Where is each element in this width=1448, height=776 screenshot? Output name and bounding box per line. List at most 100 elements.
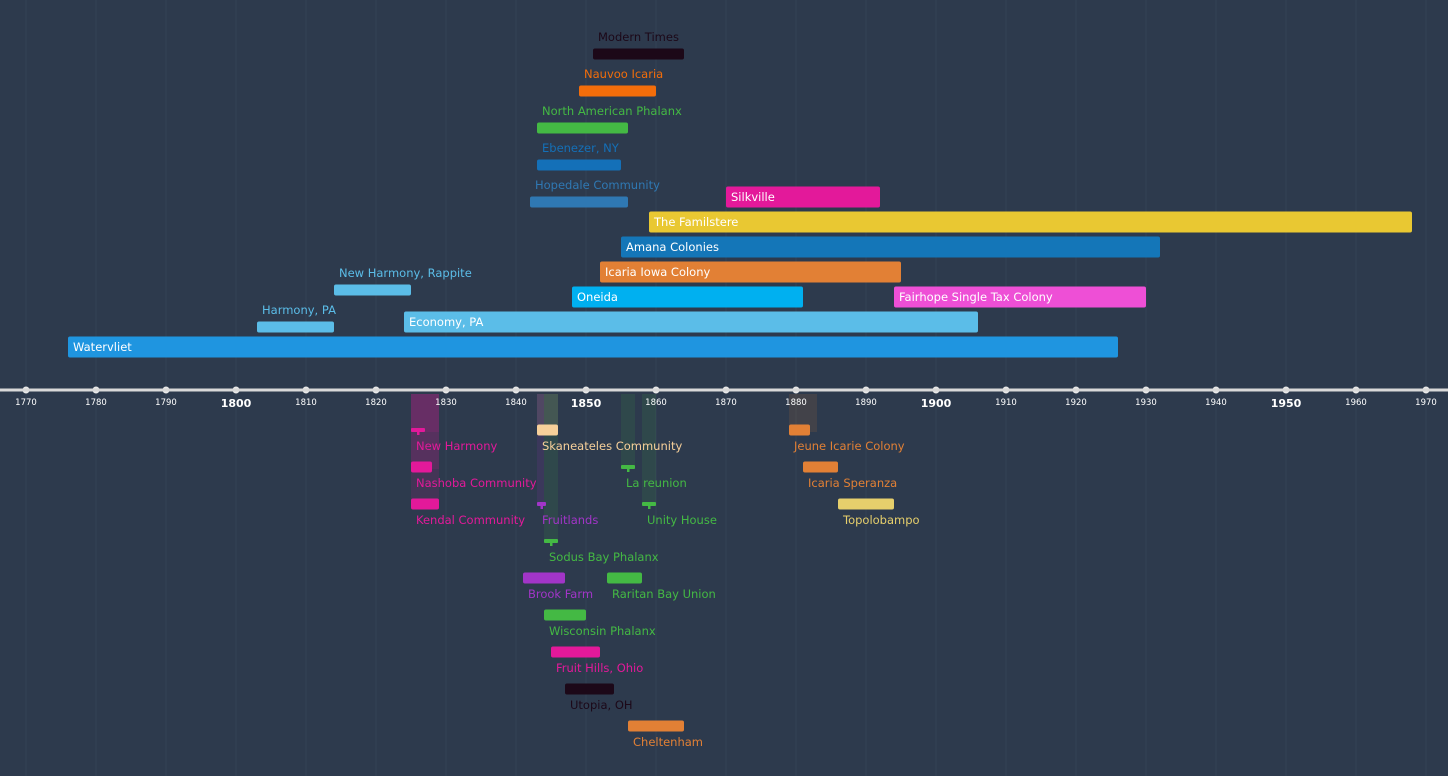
event-bar bbox=[838, 498, 894, 510]
event-jeune-icarie-colony: Jeune Icarie Colony bbox=[789, 424, 905, 453]
period-modern-times: Modern Times bbox=[593, 30, 684, 60]
event-label: La reunion bbox=[626, 476, 687, 490]
event-cheltenham: Cheltenham bbox=[628, 720, 703, 749]
tick-label: 1900 bbox=[921, 397, 952, 410]
period-label: New Harmony, Rappite bbox=[339, 266, 472, 280]
period-bar bbox=[894, 286, 1146, 308]
event-label: Kendal Community bbox=[416, 513, 525, 527]
event-bar bbox=[551, 646, 600, 658]
period-label: Hopedale Community bbox=[535, 178, 660, 192]
event-label: Wisconsin Phalanx bbox=[549, 624, 656, 638]
period-bar bbox=[257, 321, 334, 333]
event-marker-stem bbox=[648, 504, 651, 509]
event-label: Icaria Speranza bbox=[808, 476, 897, 490]
event-span bbox=[621, 394, 635, 469]
tick-label: 1860 bbox=[645, 398, 667, 408]
event-sodus-bay-phalanx: Sodus Bay Phalanx bbox=[544, 539, 659, 564]
period-bar bbox=[600, 261, 901, 283]
period-bar bbox=[334, 284, 411, 296]
period-economy-pa: Economy, PA bbox=[404, 311, 978, 333]
time-axis: 1770 1780 1790 1800 1810 1820 1830 1840 1850 1860… bbox=[0, 386, 1448, 410]
event-utopia-oh: Utopia, OH bbox=[565, 683, 633, 712]
event-label: Raritan Bay Union bbox=[612, 587, 716, 601]
period-bar bbox=[621, 236, 1160, 258]
period-hopedale-community: Hopedale Community bbox=[530, 178, 660, 208]
period-bar bbox=[404, 311, 978, 333]
event-span bbox=[411, 394, 439, 432]
period-label: Ebenezer, NY bbox=[542, 141, 620, 155]
event-nashoba-community: Nashoba Community bbox=[411, 461, 537, 490]
period-label: Watervliet bbox=[73, 340, 132, 354]
period-oneida: Oneida bbox=[572, 286, 803, 308]
period-label: Fairhope Single Tax Colony bbox=[899, 290, 1053, 304]
period-the-familstere: The Familstere bbox=[649, 211, 1412, 233]
event-fruit-hills-ohio: Fruit Hills, Ohio bbox=[551, 646, 643, 675]
tick-label: 1890 bbox=[855, 398, 877, 408]
event-bar bbox=[607, 572, 642, 584]
period-watervliet: Watervliet bbox=[68, 336, 1118, 358]
period-bar bbox=[726, 186, 880, 208]
period-label: Icaria Iowa Colony bbox=[605, 265, 711, 279]
event-label: Brook Farm bbox=[528, 587, 593, 601]
event-icaria-speranza: Icaria Speranza bbox=[803, 461, 897, 490]
event-bar bbox=[628, 720, 684, 732]
period-amana-colonies: Amana Colonies bbox=[621, 236, 1160, 258]
tick-label: 1940 bbox=[1205, 398, 1227, 408]
tick-label: 1770 bbox=[15, 398, 37, 408]
event-topolobampo: Topolobampo bbox=[838, 498, 920, 527]
event-span bbox=[537, 394, 544, 506]
events-below-axis: New Harmony Nashoba Community Kendal Commu… bbox=[411, 424, 920, 749]
tick-label: 1970 bbox=[1415, 398, 1437, 408]
event-span bbox=[642, 394, 656, 506]
event-marker-stem bbox=[627, 467, 630, 472]
period-silkville: Silkville bbox=[726, 186, 880, 208]
period-nauvoo-icaria: Nauvoo Icaria bbox=[579, 67, 663, 97]
event-bar bbox=[803, 461, 838, 473]
event-bar bbox=[523, 572, 565, 584]
tick-label: 1850 bbox=[571, 397, 602, 410]
period-label: Oneida bbox=[577, 290, 618, 304]
event-bar bbox=[411, 498, 439, 510]
period-label: Harmony, PA bbox=[262, 303, 336, 317]
tick-label: 1780 bbox=[85, 398, 107, 408]
period-label: North American Phalanx bbox=[542, 104, 682, 118]
tick-label: 1840 bbox=[505, 398, 527, 408]
event-bar bbox=[537, 424, 558, 436]
period-fairhope-single-tax-colony: Fairhope Single Tax Colony bbox=[894, 286, 1146, 308]
event-label: Topolobampo bbox=[842, 513, 920, 527]
event-label: New Harmony bbox=[416, 439, 497, 453]
period-label: Economy, PA bbox=[409, 315, 483, 329]
period-label: Silkville bbox=[731, 190, 775, 204]
period-bar bbox=[537, 122, 628, 134]
event-brook-farm: Brook Farm bbox=[523, 572, 593, 601]
event-label: Jeune Icarie Colony bbox=[793, 439, 905, 453]
tick-label: 1950 bbox=[1271, 397, 1302, 410]
period-bar bbox=[579, 85, 656, 97]
event-label: Unity House bbox=[647, 513, 717, 527]
period-bar bbox=[530, 196, 628, 208]
event-raritan-bay-union: Raritan Bay Union bbox=[607, 572, 716, 601]
period-bar bbox=[572, 286, 803, 308]
period-bar bbox=[593, 48, 684, 60]
tick-label: 1820 bbox=[365, 398, 387, 408]
event-wisconsin-phalanx: Wisconsin Phalanx bbox=[544, 609, 656, 638]
event-la-reunion: La reunion bbox=[621, 465, 687, 490]
event-skaneateles-community: Skaneateles Community bbox=[537, 424, 682, 453]
period-label: Modern Times bbox=[598, 30, 679, 44]
event-bar bbox=[411, 461, 432, 473]
event-label: Fruitlands bbox=[542, 513, 598, 527]
event-unity-house: Unity House bbox=[642, 502, 717, 527]
event-bar bbox=[544, 609, 586, 621]
event-label: Skaneateles Community bbox=[542, 439, 682, 453]
event-label: Utopia, OH bbox=[570, 698, 633, 712]
period-ebenezer-ny: Ebenezer, NY bbox=[537, 141, 621, 171]
periods-above-axis: Watervliet Harmony, PA Economy, PA New Harm… bbox=[68, 30, 1412, 358]
event-marker-stem bbox=[417, 430, 420, 435]
event-label: Cheltenham bbox=[633, 735, 703, 749]
event-marker-stem bbox=[540, 504, 543, 509]
period-bar bbox=[68, 336, 1118, 358]
event-bar bbox=[789, 424, 810, 436]
period-label: Nauvoo Icaria bbox=[584, 67, 663, 81]
period-label: Amana Colonies bbox=[626, 240, 719, 254]
